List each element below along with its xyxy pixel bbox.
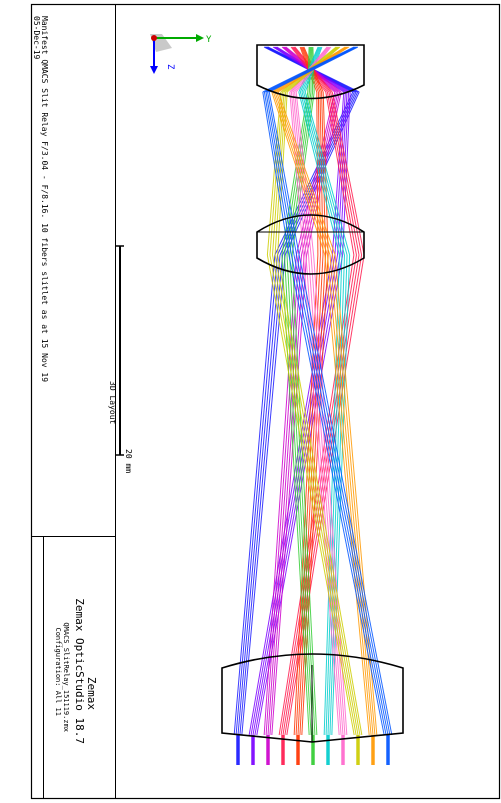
configuration-label: Configuration: All 11 [54,627,62,716]
ray [241,254,286,736]
ray [267,91,298,256]
ray [262,91,290,256]
x-axis-marker [151,35,157,41]
ray [308,254,344,736]
ray [331,91,365,256]
ray [274,91,331,256]
ray [325,91,355,256]
ray [274,254,361,736]
ray [289,91,304,256]
ray [326,91,357,256]
scale-bar-label: 20 mm [124,449,133,473]
axis-triad: Y Z [150,34,212,74]
ray [328,91,360,256]
ray [299,91,343,256]
ray [296,254,391,736]
ray [303,91,348,256]
ray [281,91,309,256]
ray-fans [233,46,393,765]
ray [304,91,351,256]
ray [289,254,316,736]
view-label: 3D Layout [108,381,117,425]
ray [277,91,336,256]
ray [277,254,363,736]
ray [324,254,370,736]
ray [298,254,393,736]
ray [276,91,334,256]
ray [268,46,359,93]
product-name: Zemax OpticStudio 18.7 [73,598,86,744]
ray [331,91,345,256]
ray [233,254,276,736]
scale-bar: 20 mm [116,245,133,473]
ray [288,254,385,736]
header-date: 05-Dec-19 [32,16,41,60]
lens-1 [256,44,365,100]
z-axis-label: Z [165,64,175,70]
ray [272,91,328,256]
ray [293,254,389,736]
ray [271,254,308,736]
ray [239,254,284,736]
ray [235,254,278,736]
ray [301,91,345,256]
ray [265,91,295,256]
ray [316,91,319,256]
drawing-border [30,3,501,800]
ray [329,254,374,736]
lens-elements [221,44,404,743]
header-title: Manifest QMACS Slit Relay F/3.04 - F/8.1… [40,16,49,382]
ray [263,91,292,256]
ray [290,254,387,736]
ray [295,91,336,256]
ray [266,91,282,256]
y-axis-label: Y [206,35,212,45]
ray [237,254,281,736]
ray [268,91,300,256]
ray [326,254,372,736]
ray [274,91,354,256]
lens-3 [221,653,404,743]
ray [291,254,318,736]
ray [298,91,340,256]
company-name: Zemax [85,677,98,710]
ray [271,91,326,256]
ray [269,254,305,736]
file-name: QMACS_SlitRelay_151119.zmx [62,622,70,732]
